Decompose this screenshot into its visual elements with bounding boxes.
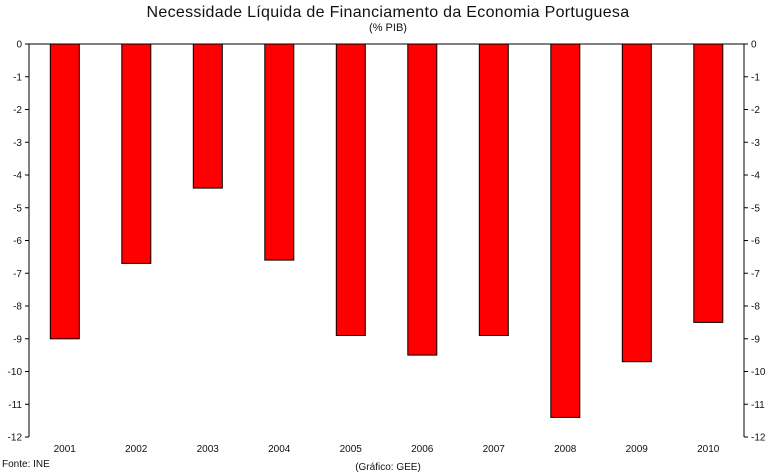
right-tick-label: -6 [751,236,760,247]
right-tick-label: -8 [751,302,760,313]
category-label: 2006 [411,444,434,455]
right-tick-label: -11 [751,400,765,411]
left-tick-label: -10 [8,367,23,378]
bar-2004 [264,43,295,261]
category-label: 2008 [554,444,577,455]
left-tick-label: -12 [8,433,23,444]
bar-2006 [407,43,438,356]
bar-2007 [478,43,509,336]
category-label: 2003 [197,444,220,455]
source-note: Fonte: INE [2,459,50,470]
right-tick-label: -12 [751,433,766,444]
right-tick-label: -3 [751,138,760,149]
category-label: 2002 [125,444,148,455]
right-tick-label: -4 [751,171,760,182]
left-tick-label: 0 [16,40,22,51]
right-tick-label: 0 [751,40,757,51]
right-axis-ticks: 0 -1 -2 -3 -4 -5 -6 -7 -8 -9 -10 -11 -12 [744,40,766,444]
bar-2003 [192,43,223,189]
left-tick-label: -3 [13,138,22,149]
left-tick-label: -5 [13,203,22,214]
right-tick-label: -1 [751,72,760,83]
right-tick-label: -10 [751,367,766,378]
right-tick-label: -5 [751,203,760,214]
category-label: 2001 [54,444,77,455]
bar-2005 [335,43,366,336]
category-label: 2005 [340,444,363,455]
left-axis-ticks: 0 -1 -2 -3 -4 -5 -6 -7 -8 -9 -10 -11 -12 [8,40,29,444]
category-labels: 2001 2002 2003 2004 2005 2006 2007 2008 2009 2010 [54,444,720,455]
right-tick-label: -7 [751,269,760,280]
chart-title: Necessidade Líquida de Financiamento da … [146,4,630,21]
category-label: 2007 [483,444,506,455]
left-tick-label: -11 [8,400,22,411]
left-tick-label: -6 [13,236,22,247]
chart-subtitle: (% PIB) [369,22,407,34]
left-tick-label: -2 [13,105,22,116]
category-label: 2004 [268,444,291,455]
credit-note: (Gráfico: GEE) [355,462,421,473]
bar-2008 [550,43,581,418]
category-label: 2010 [697,444,720,455]
left-tick-label: -1 [13,72,22,83]
bar-2009 [621,43,652,363]
bar-series [49,43,724,418]
left-tick-label: -4 [13,171,22,182]
left-tick-label: -8 [13,302,22,313]
category-label: 2009 [626,444,649,455]
bar-2001 [49,43,80,340]
bar-2002 [121,43,152,264]
left-tick-label: -9 [13,334,22,345]
left-tick-label: -7 [13,269,22,280]
right-tick-label: -9 [751,334,760,345]
right-tick-label: -2 [751,105,760,116]
bar-2010 [693,43,724,323]
